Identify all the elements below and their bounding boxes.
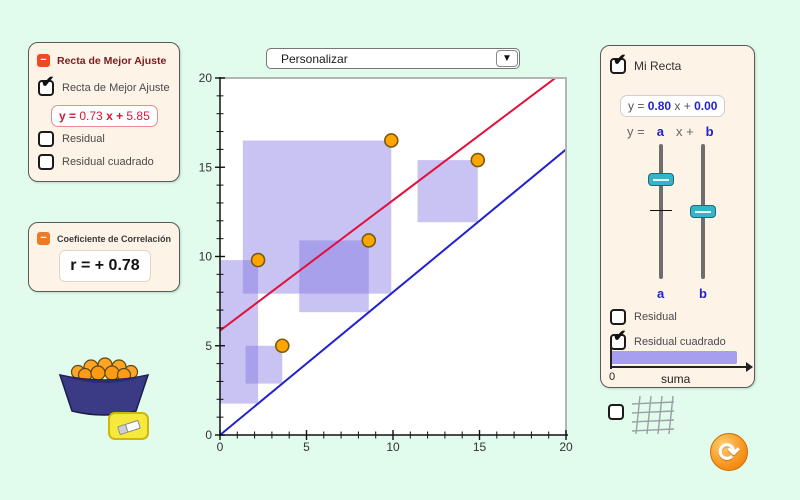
- residual-square: [245, 345, 283, 384]
- sum-of-squares-bar: 0 suma: [609, 347, 753, 386]
- collapse-icon[interactable]: −: [37, 232, 50, 245]
- eq-mid: x +: [674, 99, 691, 113]
- best-fit-checkbox-label: Recta de Mejor Ajuste: [62, 82, 170, 94]
- reset-button[interactable]: ⟳: [710, 433, 748, 471]
- residual-squared-checkbox[interactable]: [38, 154, 54, 170]
- eq-mid: x +: [106, 109, 124, 123]
- y-tick-label: 20: [199, 71, 213, 85]
- dropdown-selected-value: Personalizar: [281, 51, 348, 66]
- bowl-rim: [60, 375, 148, 383]
- formula-mid: x +: [675, 124, 694, 139]
- collapse-icon[interactable]: −: [37, 54, 50, 67]
- sum-axis-origin: [610, 347, 612, 369]
- slider-a-label: a: [657, 286, 665, 301]
- eq-slope-value: 0.80: [647, 99, 672, 113]
- sum-axis-line: [610, 366, 748, 368]
- refresh-icon: ⟳: [718, 436, 740, 467]
- my-line[interactable]: [203, 121, 587, 449]
- x-tick-label: 0: [217, 440, 224, 454]
- my-residual-squared-checkbox-label: Residual cuadrado: [634, 336, 726, 348]
- my-line-panel: ✔ Mi Recta y = 0.80 x + 0.00 y = a x + b…: [600, 45, 755, 388]
- y-tick-label: 10: [199, 250, 213, 264]
- slider-a-zero-tick: [650, 210, 672, 211]
- slider-a-track[interactable]: [659, 144, 663, 279]
- eq-prefix: y =: [59, 109, 77, 123]
- scatter-plot[interactable]: 00 5 5 10 10 15 15 20 20: [195, 70, 587, 468]
- slider-a-handle[interactable]: [648, 173, 674, 186]
- formula-prefix: y =: [627, 124, 645, 139]
- plot-content: [203, 70, 587, 449]
- eq-prefix: y =: [628, 99, 645, 113]
- eq-intercept: 5.85: [126, 109, 150, 123]
- best-fit-equation: y = 0.73 x + 5.85: [51, 105, 158, 127]
- eraser-button[interactable]: [108, 412, 149, 440]
- residual-square: [220, 260, 259, 404]
- eq-slope: 0.73: [79, 109, 103, 123]
- x-tick-label: 20: [559, 440, 573, 454]
- my-line-checkbox[interactable]: ✔: [610, 53, 626, 74]
- residual-squared-checkbox-label: Residual cuadrado: [62, 156, 154, 168]
- my-residual-squared-checkbox[interactable]: ✔: [610, 329, 626, 350]
- my-residual-checkbox-label: Residual: [634, 311, 677, 323]
- my-residual-checkbox[interactable]: [610, 309, 626, 325]
- correlation-panel: − Coeficiente de Correlación r = + 0.78: [28, 222, 180, 292]
- panel-title: Coeficiente de Correlación: [57, 233, 172, 244]
- correlation-value: r = + 0.78: [59, 250, 151, 282]
- grid-icon: [632, 396, 674, 434]
- residual-square: [242, 140, 392, 294]
- y-tick-label: 15: [199, 160, 213, 174]
- x-tick-label: 15: [473, 440, 487, 454]
- data-point[interactable]: [470, 152, 486, 168]
- sum-label: suma: [661, 372, 691, 386]
- x-tick-label: 10: [386, 440, 400, 454]
- sum-axis-arrow: [746, 362, 753, 372]
- formula-a: a: [656, 124, 664, 139]
- bowl: [58, 373, 150, 416]
- slider-b-label: b: [699, 286, 707, 301]
- best-fit-checkbox[interactable]: ✔: [38, 75, 54, 96]
- eraser-icon: [117, 419, 141, 436]
- y-tick-label: 0: [205, 428, 212, 442]
- my-line-equation: y = 0.80 x + 0.00: [620, 95, 726, 117]
- slider-b-handle[interactable]: [690, 205, 716, 218]
- sum-zero-label: 0: [609, 371, 616, 383]
- residual-square: [417, 160, 478, 223]
- y-tick-label: 5: [205, 339, 212, 353]
- x-tick-label: 5: [303, 440, 310, 454]
- best-fit-panel: − Recta de Mejor Ajuste ✔ Recta de Mejor…: [28, 42, 180, 182]
- residual-checkbox-label: Residual: [62, 133, 105, 145]
- formula-b: b: [705, 124, 714, 139]
- best-fit-line[interactable]: [203, 70, 587, 344]
- data-point[interactable]: [250, 252, 266, 268]
- residual-checkbox[interactable]: [38, 131, 54, 147]
- data-point[interactable]: [274, 338, 290, 354]
- dropdown-arrow-icon[interactable]: ▼: [496, 50, 518, 67]
- eq-intercept-value: 0.00: [694, 99, 718, 113]
- dataset-dropdown[interactable]: Personalizar ▼: [266, 48, 520, 69]
- panel-title: Recta de Mejor Ajuste: [57, 54, 167, 67]
- oranges-basket-icon[interactable]: [58, 355, 150, 417]
- data-point[interactable]: [383, 133, 399, 148]
- grid-checkbox[interactable]: [608, 404, 624, 420]
- line-formula: y = a x + b: [627, 124, 714, 139]
- data-point[interactable]: [361, 233, 377, 248]
- residual-square: [299, 240, 369, 313]
- sum-bar-fill: [611, 351, 738, 364]
- my-line-checkbox-label: Mi Recta: [634, 59, 682, 73]
